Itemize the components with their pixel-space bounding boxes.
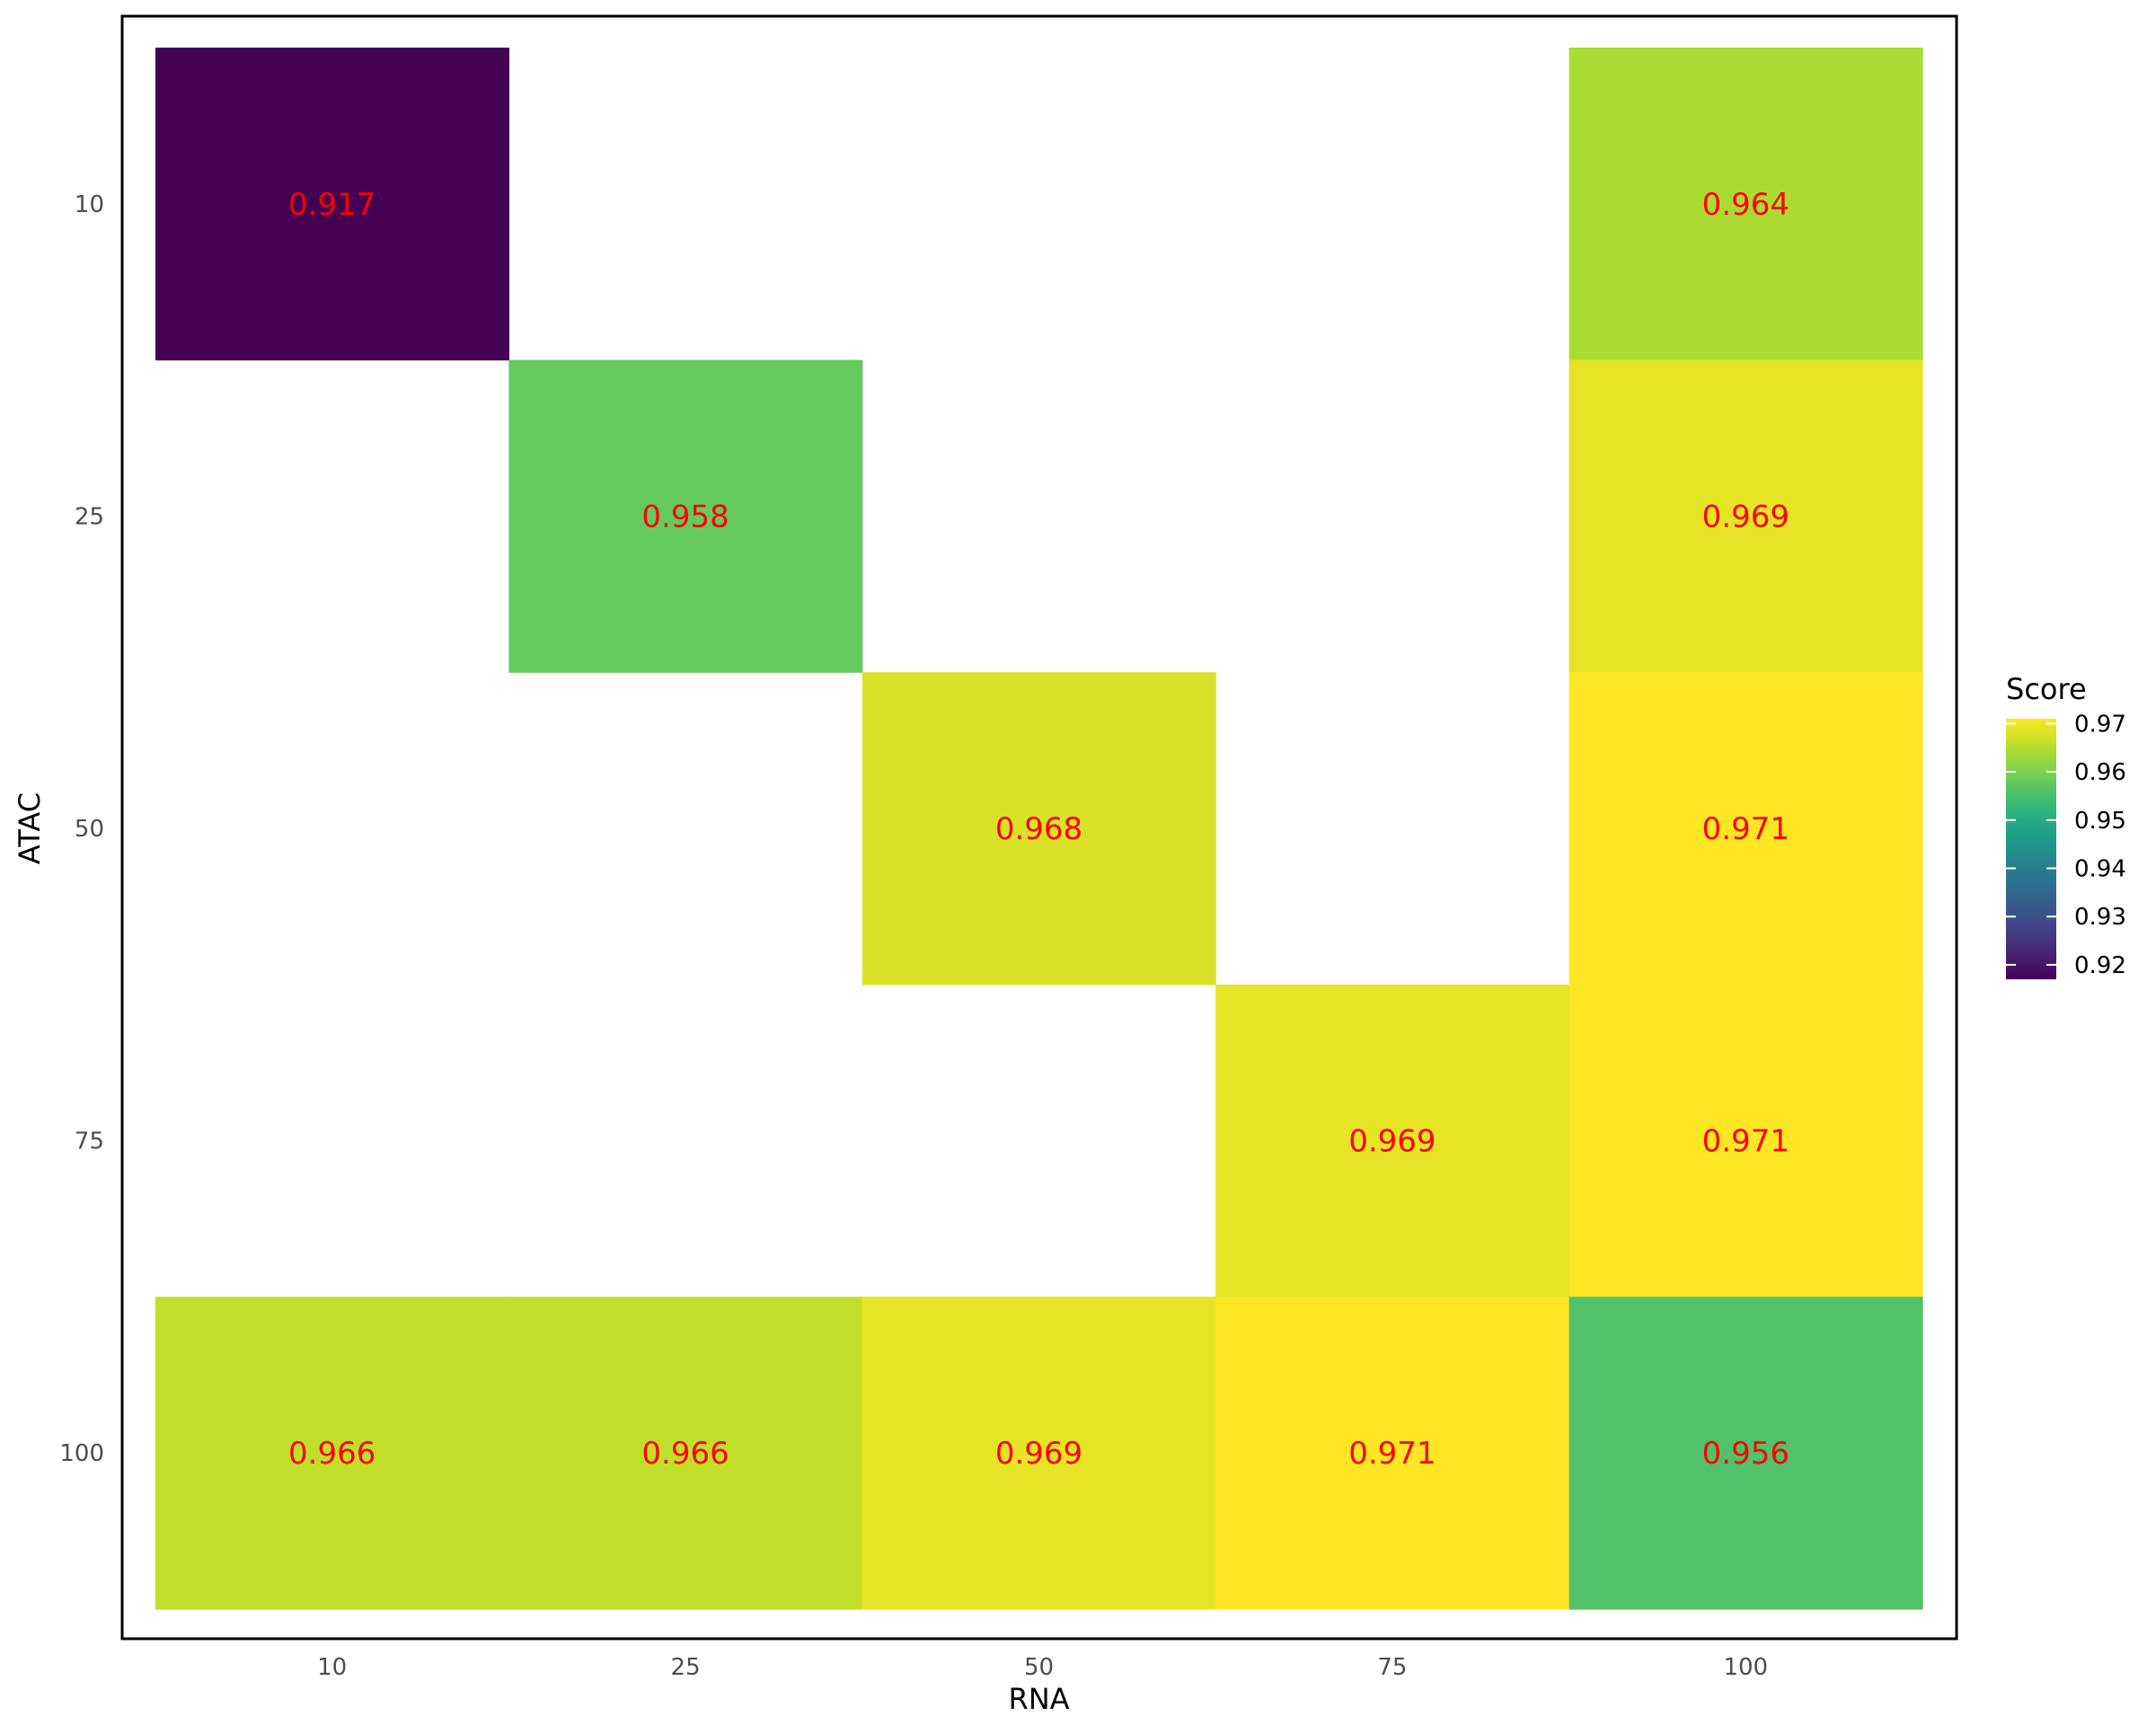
legend-tick-label: 0.95 [2074, 808, 2126, 835]
legend-tick-label: 0.94 [2074, 855, 2126, 882]
heatmap-cell [1568, 1296, 1923, 1610]
legend-tick-label: 0.96 [2074, 759, 2126, 786]
heatmap-cell [1568, 672, 1923, 986]
y-tick-label: 100 [59, 1440, 104, 1467]
heatmap-cell-label: 0.917 [288, 187, 376, 223]
heatmap-cell-label: 0.968 [995, 811, 1082, 847]
x-axis-title: RNA [1008, 1682, 1069, 1716]
y-axis-title: ATAC [13, 792, 47, 864]
x-tick-label: 75 [1377, 1654, 1407, 1681]
heatmap-cell-label: 0.966 [641, 1436, 729, 1472]
heatmap-cell [1568, 984, 1923, 1297]
heatmap-cells [155, 48, 1923, 1610]
y-tick-label: 25 [75, 503, 104, 530]
heatmap-cell-label: 0.956 [1702, 1436, 1789, 1472]
y-axis-ticks: 10 25 50 75 100 [59, 191, 104, 1467]
heatmap-cell-label: 0.971 [1702, 1124, 1789, 1160]
heatmap-cell-labels: 0.917 0.964 0.958 0.969 0.968 0.971 0.969 0.971… [288, 187, 1789, 1472]
legend-colorbar [2006, 719, 2056, 979]
heatmap-cell-label: 0.971 [1348, 1436, 1436, 1472]
heatmap-cell-label: 0.969 [1702, 499, 1789, 535]
x-tick-label: 25 [671, 1654, 701, 1681]
legend-tick-label: 0.97 [2074, 711, 2126, 738]
heatmap-cell-label: 0.964 [1702, 187, 1789, 223]
heatmap-cell-label: 0.966 [288, 1436, 376, 1472]
heatmap-cell-label: 0.958 [641, 499, 729, 535]
heatmap-cell [1568, 48, 1923, 361]
x-tick-label: 50 [1024, 1654, 1054, 1681]
x-axis-ticks: 10 25 50 75 100 [317, 1654, 1768, 1681]
legend-title: Score [2006, 672, 2087, 706]
x-tick-label: 100 [1723, 1654, 1768, 1681]
y-tick-label: 75 [75, 1128, 104, 1155]
heatmap-cell [862, 672, 1216, 986]
heatmap-cell [1568, 359, 1923, 673]
heatmap-cell-label: 0.971 [1702, 811, 1789, 847]
heatmap-cell [1215, 984, 1570, 1297]
heatmap-cell [155, 1296, 509, 1610]
panel-border [120, 14, 1958, 1641]
y-tick-label: 50 [75, 816, 104, 843]
heatmap-cell [508, 1296, 863, 1610]
heatmap-cell [508, 359, 863, 673]
heatmap-cell [155, 48, 509, 361]
y-tick-label: 10 [75, 191, 104, 218]
heatmap-cell-label: 0.969 [1348, 1124, 1436, 1160]
legend-tick-label: 0.93 [2074, 904, 2126, 931]
heatmap-cell-label: 0.969 [995, 1436, 1082, 1472]
heatmap-cell [862, 1296, 1216, 1610]
legend-tick-label: 0.92 [2074, 952, 2126, 979]
color-legend: Score 0.92 0.93 0.94 0.95 0.96 0.97 [2006, 672, 2126, 979]
legend-ticks: 0.92 0.93 0.94 0.95 0.96 0.97 [2006, 711, 2126, 979]
heatmap-cell [1215, 1296, 1570, 1610]
x-tick-label: 10 [317, 1654, 347, 1681]
